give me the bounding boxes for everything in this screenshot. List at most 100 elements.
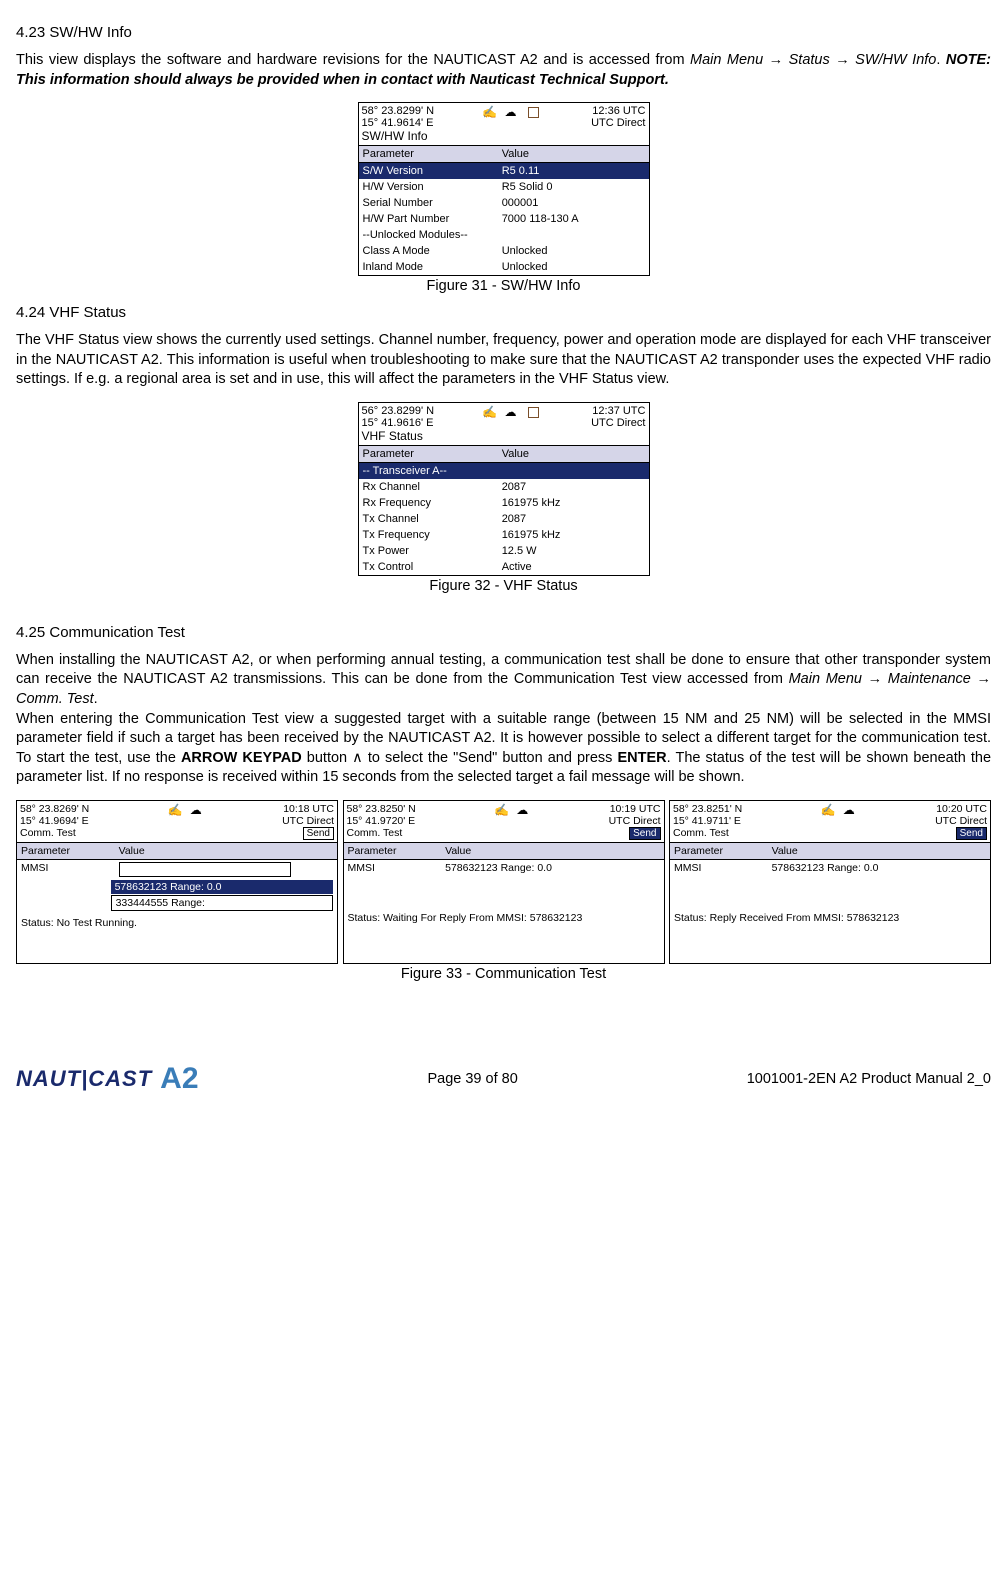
square-icon bbox=[528, 407, 539, 418]
send-button[interactable]: Send bbox=[629, 827, 660, 840]
col-value: Value bbox=[441, 843, 663, 859]
cell-param: Inland Mode bbox=[359, 259, 498, 275]
cell-value: 7000 118-130 A bbox=[498, 211, 649, 227]
p423-text-before: This view displays the software and hard… bbox=[16, 52, 690, 68]
cell-param: Rx Frequency bbox=[359, 495, 498, 511]
cell-param: H/W Part Number bbox=[359, 211, 498, 227]
fig32-time: 12:37 UTC bbox=[591, 405, 645, 417]
col-param: Parameter bbox=[17, 843, 115, 859]
screen-title: Comm. Test bbox=[20, 827, 76, 839]
mmsi-input[interactable] bbox=[119, 862, 291, 877]
fig31-col-value: Value bbox=[498, 146, 649, 162]
lon: 15° 41.9720' E bbox=[347, 815, 416, 827]
figure32-screen: 56° 23.8299' N 15° 41.9616' E ✍ ☁ 12:37 … bbox=[358, 402, 650, 576]
fig32-title: VHF Status bbox=[359, 429, 649, 446]
fig33-screen-1: 58° 23.8250' N 15° 41.9720' E ✍ ☁ 10:19 … bbox=[343, 800, 665, 964]
mode: UTC Direct bbox=[282, 815, 334, 827]
fig32-lon: 15° 41.9616' E bbox=[362, 417, 435, 429]
table-row: Rx Frequency 161975 kHz bbox=[359, 495, 649, 511]
fig32-lat: 56° 23.8299' N bbox=[362, 405, 435, 417]
cell-value: 161975 kHz bbox=[498, 527, 649, 543]
p425-2b: ARROW KEYPAD bbox=[181, 750, 302, 766]
mmsi-label: MMSI bbox=[17, 860, 115, 879]
mode: UTC Direct bbox=[935, 815, 987, 827]
paragraph-425-1: When installing the NAUTICAST A2, or whe… bbox=[16, 651, 991, 788]
hand-icon: ✍ ☁ bbox=[482, 405, 518, 419]
p423-nav: Main Menu → Status → SW/HW Info bbox=[690, 52, 936, 68]
p423-period: . bbox=[936, 52, 946, 68]
screen-title: Comm. Test bbox=[673, 827, 729, 839]
col-value: Value bbox=[768, 843, 990, 859]
cell-value: 2087 bbox=[498, 479, 649, 495]
cell-param: Tx Channel bbox=[359, 511, 498, 527]
cell-param: H/W Version bbox=[359, 179, 498, 195]
page-number: Page 39 of 80 bbox=[427, 1071, 517, 1087]
cell-param: --Unlocked Modules-- bbox=[359, 227, 498, 243]
fig32-header-row: Parameter Value bbox=[359, 446, 649, 463]
table-row: Inland Mode Unlocked bbox=[359, 259, 649, 275]
table-row: --Unlocked Modules-- bbox=[359, 227, 649, 243]
mmsi-row: MMSI bbox=[17, 860, 337, 879]
col-value: Value bbox=[115, 843, 337, 859]
send-button[interactable]: Send bbox=[956, 827, 987, 840]
mode: UTC Direct bbox=[609, 815, 661, 827]
table-row: Tx Channel 2087 bbox=[359, 511, 649, 527]
titlebar: Comm. Test Send bbox=[670, 827, 990, 843]
fig33-screen-2: 58° 23.8251' N 15° 41.9711' E ✍ ☁ 10:20 … bbox=[669, 800, 991, 964]
cell-param: Class A Mode bbox=[359, 243, 498, 259]
hand-icon: ✍ ☁ bbox=[482, 105, 518, 119]
section-heading-423: 4.23 SW/HW Info bbox=[16, 24, 991, 41]
p425-2c: button ∧ to select the "Send" button and… bbox=[302, 750, 618, 766]
fig32-col-value: Value bbox=[498, 446, 649, 462]
time: 10:18 UTC bbox=[282, 803, 334, 815]
fig32-topbar: 56° 23.8299' N 15° 41.9616' E ✍ ☁ 12:37 … bbox=[359, 403, 649, 429]
fig31-lat: 58° 23.8299' N bbox=[362, 105, 435, 117]
mmsi-label: MMSI bbox=[670, 860, 768, 876]
fig32-col-param: Parameter bbox=[359, 446, 498, 462]
table-row: Tx Frequency 161975 kHz bbox=[359, 527, 649, 543]
send-button[interactable]: Send bbox=[303, 827, 334, 840]
cell-param: Tx Frequency bbox=[359, 527, 498, 543]
cell-value: R5 Solid 0 bbox=[498, 179, 649, 195]
mmsi-row: MMSI 578632123 Range: 0.0 bbox=[670, 860, 990, 876]
cell-value: 12.5 W bbox=[498, 543, 649, 559]
lat: 58° 23.8250' N bbox=[347, 803, 416, 815]
titlebar: Comm. Test Send bbox=[17, 827, 337, 843]
cell-value: Active bbox=[498, 559, 649, 575]
table-row: H/W Version R5 Solid 0 bbox=[359, 179, 649, 195]
cell-param: Tx Power bbox=[359, 543, 498, 559]
fig33-0-topbar: 58° 23.8269' N 15° 41.9694' E ✍ ☁ 10:18 … bbox=[17, 801, 337, 827]
square-icon bbox=[528, 107, 539, 118]
dropdown-option-1[interactable]: 578632123 Range: 0.0 bbox=[111, 880, 333, 894]
lat: 58° 23.8251' N bbox=[673, 803, 742, 815]
table-row: Rx Channel 2087 bbox=[359, 479, 649, 495]
fig31-title: SW/HW Info bbox=[359, 129, 649, 146]
p425-1b: . bbox=[94, 691, 98, 707]
cell-value: 000001 bbox=[498, 195, 649, 211]
cell-value: 2087 bbox=[498, 511, 649, 527]
paragraph-424: The VHF Status view shows the currently … bbox=[16, 331, 991, 390]
section-heading-425: 4.25 Communication Test bbox=[16, 624, 991, 641]
fig32-icons: ✍ ☁ bbox=[482, 405, 543, 429]
p425-2d: ENTER bbox=[618, 750, 667, 766]
fig31-icons: ✍ ☁ bbox=[482, 105, 543, 129]
fig31-time: 12:36 UTC bbox=[591, 105, 645, 117]
figure33-row: 58° 23.8269' N 15° 41.9694' E ✍ ☁ 10:18 … bbox=[16, 800, 991, 964]
fig31-topbar: 58° 23.8299' N 15° 41.9614' E ✍ ☁ 12:36 … bbox=[359, 103, 649, 129]
dropdown-option-2[interactable]: 333444555 Range: bbox=[111, 895, 333, 911]
mmsi-value: 578632123 Range: 0.0 bbox=[768, 860, 990, 876]
paragraph-423: This view displays the software and hard… bbox=[16, 51, 991, 90]
table-row: S/W Version R5 0.11 bbox=[359, 163, 649, 179]
titlebar: Comm. Test Send bbox=[344, 827, 664, 843]
mmsi-value: 578632123 Range: 0.0 bbox=[441, 860, 663, 876]
mmsi-row: MMSI 578632123 Range: 0.0 bbox=[344, 860, 664, 876]
fig31-col-param: Parameter bbox=[359, 146, 498, 162]
fig32-caption: Figure 32 - VHF Status bbox=[16, 578, 991, 594]
fig33-caption: Figure 33 - Communication Test bbox=[16, 966, 991, 982]
col-param: Parameter bbox=[344, 843, 442, 859]
table-row: Serial Number 000001 bbox=[359, 195, 649, 211]
table-row: Class A Mode Unlocked bbox=[359, 243, 649, 259]
table-row: -- Transceiver A-- bbox=[359, 463, 649, 479]
cell-param: Serial Number bbox=[359, 195, 498, 211]
cell-value: R5 0.11 bbox=[498, 163, 649, 179]
